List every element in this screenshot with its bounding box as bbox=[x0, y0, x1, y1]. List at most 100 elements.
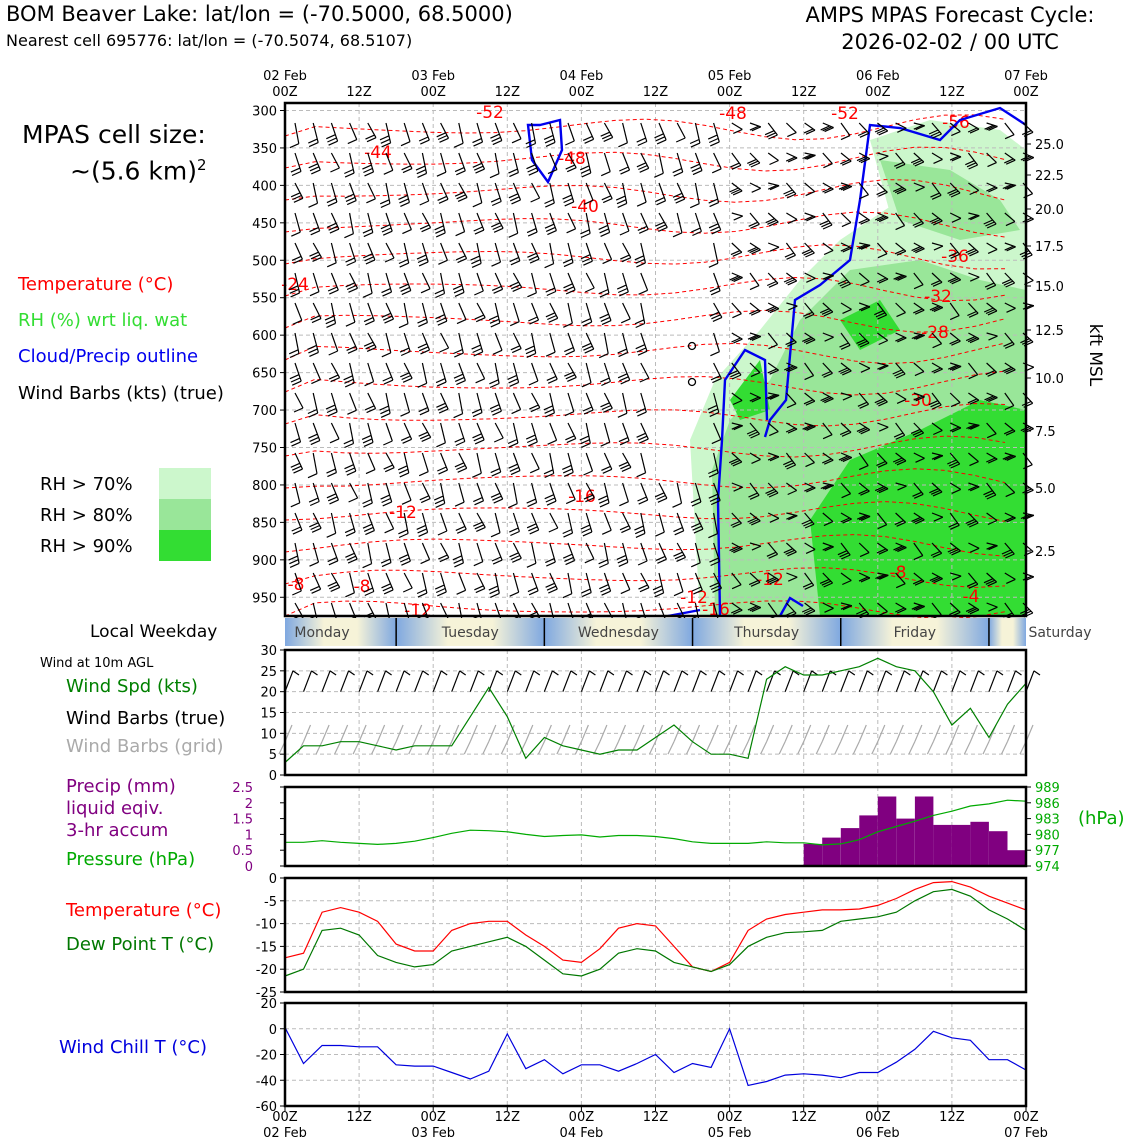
wind-barb-flag bbox=[383, 440, 393, 446]
wind-barb-staff bbox=[476, 362, 486, 380]
wind-barb-flag bbox=[453, 288, 464, 294]
wind-barb-flag bbox=[453, 373, 464, 379]
wind-barb-flag bbox=[949, 278, 960, 284]
wind-barb-flag bbox=[307, 408, 318, 415]
wind-barb-flag bbox=[708, 408, 719, 414]
wind-true-barb bbox=[599, 670, 609, 692]
wind-true-barb bbox=[774, 670, 781, 676]
wind-barb-staff bbox=[731, 452, 743, 463]
wind-barb-flag bbox=[397, 465, 408, 471]
wind-barb-staff bbox=[494, 422, 504, 439]
xsec-right-axis-title: kft MSL bbox=[1085, 324, 1105, 387]
wind-barb-flag bbox=[619, 525, 630, 531]
wind-barb bbox=[437, 182, 449, 204]
wind-barb-flag bbox=[750, 372, 761, 378]
wind-barb-flag bbox=[543, 405, 554, 411]
wind-barb-flag bbox=[326, 262, 337, 268]
wind-grid-barb bbox=[617, 724, 627, 742]
wind-barb-flag bbox=[969, 128, 980, 134]
wind-barb bbox=[308, 482, 320, 507]
wind-barb-flag bbox=[472, 412, 483, 418]
wind-barb-flag bbox=[307, 344, 317, 350]
wind-barb-flag bbox=[787, 576, 798, 582]
wind-barb-staff bbox=[512, 122, 522, 140]
top-hour-label: 00Z bbox=[717, 85, 743, 100]
wind-barb-flag bbox=[634, 255, 645, 261]
wind-barb bbox=[877, 362, 889, 371]
wind-barb-flag bbox=[749, 248, 759, 254]
wind-barb-staff bbox=[913, 122, 925, 127]
wind-barb-staff bbox=[603, 152, 611, 172]
wind-grid-barb bbox=[506, 724, 515, 742]
wind-barb bbox=[474, 302, 486, 323]
wind-barb-staff bbox=[349, 452, 357, 472]
wind-barb bbox=[599, 572, 612, 596]
wind-barb-flag bbox=[383, 589, 394, 595]
wind-barb-staff bbox=[458, 392, 464, 414]
wind-barb-flag bbox=[984, 492, 995, 498]
wind-barb-flag bbox=[914, 580, 925, 586]
wind-barb-flag bbox=[876, 399, 886, 405]
wind-barb bbox=[435, 362, 447, 387]
wind-barb bbox=[620, 302, 631, 324]
wind-barb bbox=[819, 212, 833, 230]
wind-barb-flag bbox=[402, 377, 413, 383]
wind-barb-flag bbox=[434, 289, 445, 295]
wind-barb-staff bbox=[786, 212, 798, 220]
wind-barb-flag bbox=[309, 500, 320, 507]
wind-barb-staff bbox=[858, 272, 870, 283]
wind-barb-flag bbox=[857, 130, 868, 137]
wind-barb-flag bbox=[1022, 304, 1033, 310]
bottom-date-label: 03 Feb bbox=[411, 1126, 455, 1140]
wind-barb bbox=[509, 242, 521, 266]
top-hour-label: 00Z bbox=[865, 85, 891, 100]
cloud-outline bbox=[763, 106, 1027, 438]
wind-barb-staff bbox=[767, 332, 778, 346]
wind-barb bbox=[327, 542, 339, 566]
wind-barb-flag bbox=[453, 348, 463, 355]
wind-barb bbox=[929, 212, 943, 226]
wind-barb-staff bbox=[458, 272, 465, 293]
wind-barb bbox=[418, 392, 430, 416]
wind-barb-staff bbox=[804, 272, 816, 279]
wind-barb-staff bbox=[567, 152, 577, 168]
wind-barb-flag bbox=[731, 424, 742, 430]
wind-barb-staff bbox=[986, 182, 998, 189]
wind-barb-staff bbox=[986, 392, 998, 399]
wind-barb-flag bbox=[345, 282, 355, 288]
wind-barb-flag bbox=[291, 231, 301, 237]
calm-wind-marker bbox=[687, 377, 697, 387]
wind-barb-staff bbox=[622, 542, 629, 563]
wind-barb-staff bbox=[840, 332, 851, 346]
wind-barb-flag bbox=[527, 231, 538, 237]
precip-label-3: 3-hr accum bbox=[66, 820, 169, 841]
wind-barb bbox=[383, 422, 393, 446]
wind-barb-flag bbox=[545, 312, 556, 318]
wind-barb bbox=[437, 512, 448, 536]
wind-barb-flag bbox=[987, 519, 998, 526]
wind-barb-staff bbox=[349, 572, 355, 593]
wind-barb bbox=[655, 512, 665, 537]
xsec-pressure-ytick-label: 450 bbox=[252, 217, 277, 232]
wind-barb bbox=[856, 422, 871, 435]
wind-barb-staff bbox=[949, 542, 961, 552]
wind-barb-flag bbox=[328, 374, 339, 380]
wind-barb bbox=[690, 482, 702, 507]
wind-barb-staff bbox=[804, 452, 815, 464]
wind-barb-flag bbox=[562, 553, 573, 559]
wind-barb-staff bbox=[458, 242, 468, 259]
wind-barb-flag bbox=[402, 438, 412, 444]
wind-barb-flag bbox=[933, 368, 943, 374]
wind-grid-barb bbox=[778, 741, 786, 755]
wind-barb-flag bbox=[878, 549, 889, 555]
wind-true-barb bbox=[895, 670, 905, 692]
wind-barb-flag bbox=[769, 517, 780, 523]
wind-barb bbox=[400, 422, 413, 444]
wind-barb-staff bbox=[603, 242, 613, 260]
wind-barb-flag bbox=[947, 364, 958, 370]
wind-barb bbox=[507, 482, 518, 509]
wind-barb-flag bbox=[398, 258, 409, 265]
wind-barb-flag bbox=[565, 164, 575, 170]
wind-barb bbox=[708, 212, 722, 235]
wind-barb-flag bbox=[1004, 455, 1014, 461]
